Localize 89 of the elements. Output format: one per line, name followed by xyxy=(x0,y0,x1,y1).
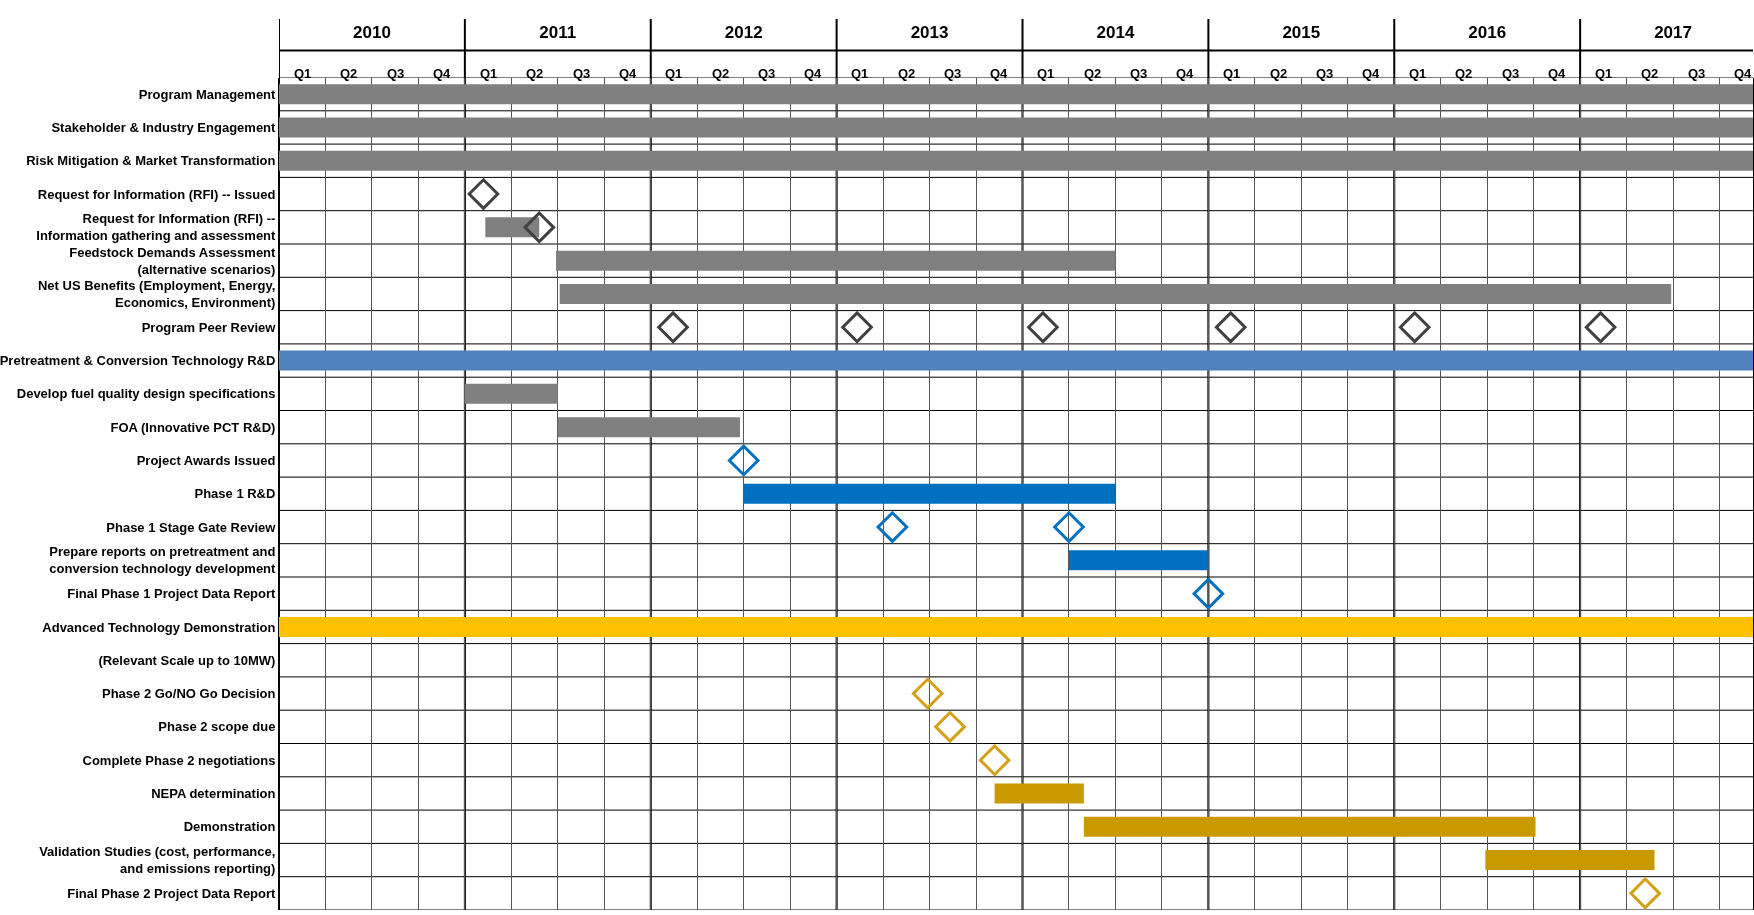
bar xyxy=(994,783,1084,804)
annotation: Q1 xyxy=(1595,66,1613,81)
point xyxy=(1214,311,1247,344)
y-tick-label: Complete Phase 2 negotiations xyxy=(82,752,276,768)
annotation: Q2 xyxy=(712,66,730,81)
x-tick-label: 2014 xyxy=(1096,23,1135,43)
y-tick-label: NEPA determination xyxy=(151,786,276,801)
y-tick-label: Final Phase 1 Project Data Report xyxy=(67,586,277,602)
bar xyxy=(279,616,1753,637)
x-tick-label: 2012 xyxy=(724,23,763,43)
bar xyxy=(464,383,558,404)
bar xyxy=(485,217,540,238)
bar xyxy=(279,117,1753,138)
bar xyxy=(1068,550,1209,571)
annotation: Q2 xyxy=(1455,66,1473,81)
y-tick-label: Feedstock Demands Assessment (alternative scenarios) xyxy=(69,244,277,277)
annotation: Q1 xyxy=(1037,66,1055,81)
annotation: Q3 xyxy=(1130,66,1148,81)
y-tick-label: Request for Information (RFI) -- Information gathering and assessment xyxy=(36,211,277,244)
annotation: Q1 xyxy=(1409,66,1427,81)
y-tick-label: Request for Information (RFI) -- Issued xyxy=(37,186,276,202)
annotation: Q4 xyxy=(990,66,1009,81)
annotation: Q2 xyxy=(1084,66,1102,81)
annotation: Q3 xyxy=(573,66,591,81)
annotation: Q4 xyxy=(1548,66,1567,81)
annotation: Q4 xyxy=(1362,66,1381,81)
y-tick-label: Net US Benefits (Employment, Energy, Economics, Environment) xyxy=(37,278,276,310)
bar xyxy=(557,417,740,438)
annotation: Q1 xyxy=(851,66,869,81)
annotation: Q2 xyxy=(898,66,916,81)
annotation: Q1 xyxy=(480,66,498,81)
y-tick-label: Project Awards Issued xyxy=(136,453,276,468)
bar xyxy=(1083,816,1536,837)
annotation: Q4 xyxy=(619,66,638,81)
bar xyxy=(555,250,1116,271)
y-tick-label: Stakeholder & Industry Engagement xyxy=(51,120,277,135)
point xyxy=(1584,311,1617,344)
annotation: Q3 xyxy=(758,66,776,81)
bar xyxy=(743,483,1116,504)
annotation: Q2 xyxy=(340,66,358,81)
y-tick-label: Develop fuel quality design specifications xyxy=(16,386,276,402)
annotation: Q4 xyxy=(1734,66,1753,81)
annotation: Q3 xyxy=(1502,66,1520,81)
annotation: Q3 xyxy=(1316,66,1334,81)
annotation: Q1 xyxy=(1223,66,1241,81)
x-tick-label: 2017 xyxy=(1654,23,1692,43)
annotation: Q2 xyxy=(1270,66,1288,81)
y-tick-label: Final Phase 2 Project Data Report xyxy=(67,885,277,901)
y-tick-label: Demonstration xyxy=(183,819,276,835)
point xyxy=(1027,311,1059,344)
y-tick-label: Phase 1 Stage Gate Review xyxy=(106,519,277,535)
annotation: Q4 xyxy=(804,66,823,81)
point xyxy=(978,744,1011,776)
bar xyxy=(279,84,1753,105)
y-tick-label: (Relevant Scale up to 10MW) xyxy=(98,652,276,668)
x-tick-label: 2016 xyxy=(1468,23,1507,43)
y-tick-label: Validation Studies (cost, performance, and emissions reporting) xyxy=(39,844,276,877)
annotation: Q4 xyxy=(433,66,452,81)
y-tick-label: Pretreatment & Conversion Technology R&D xyxy=(0,353,276,369)
annotation: Q2 xyxy=(1641,66,1659,81)
annotation: Q3 xyxy=(944,66,962,81)
y-tick-label: Phase 2 scope due xyxy=(158,719,276,735)
annotation: Q3 xyxy=(387,66,405,81)
point xyxy=(1053,511,1085,543)
annotation: Q1 xyxy=(294,66,312,81)
y-tick-label: Risk Mitigation & Market Transformation xyxy=(26,153,276,169)
point xyxy=(934,711,966,743)
annotation: Q2 xyxy=(526,66,544,81)
y-tick-label: Phase 1 R&D xyxy=(194,486,276,502)
bar xyxy=(1485,850,1655,871)
y-tick-label: Advanced Technology Demonstration xyxy=(42,619,276,635)
y-tick-label: Program Management xyxy=(138,86,277,102)
bar xyxy=(559,283,1672,304)
point xyxy=(1629,877,1661,910)
x-tick-label: 2010 xyxy=(353,23,391,43)
annotation: Q4 xyxy=(1176,66,1195,81)
y-tick-label: Prepare reports on pretreatment and conversion technology development xyxy=(49,544,277,577)
x-tick-label: 2011 xyxy=(539,23,577,43)
x-tick-label: 2015 xyxy=(1282,23,1321,43)
y-tick-label: Phase 2 Go/NO Go Decision xyxy=(102,686,276,702)
annotation: Q1 xyxy=(665,66,683,81)
annotation: Q3 xyxy=(1688,66,1706,81)
bar xyxy=(279,350,1753,371)
point xyxy=(1398,311,1431,344)
point xyxy=(911,677,944,710)
bar xyxy=(279,150,1753,171)
y-tick-label: Program Peer Review xyxy=(141,319,277,335)
x-tick-label: 2013 xyxy=(910,23,949,43)
y-tick-label: FOA (Innovative PCT R&D) xyxy=(110,419,276,435)
